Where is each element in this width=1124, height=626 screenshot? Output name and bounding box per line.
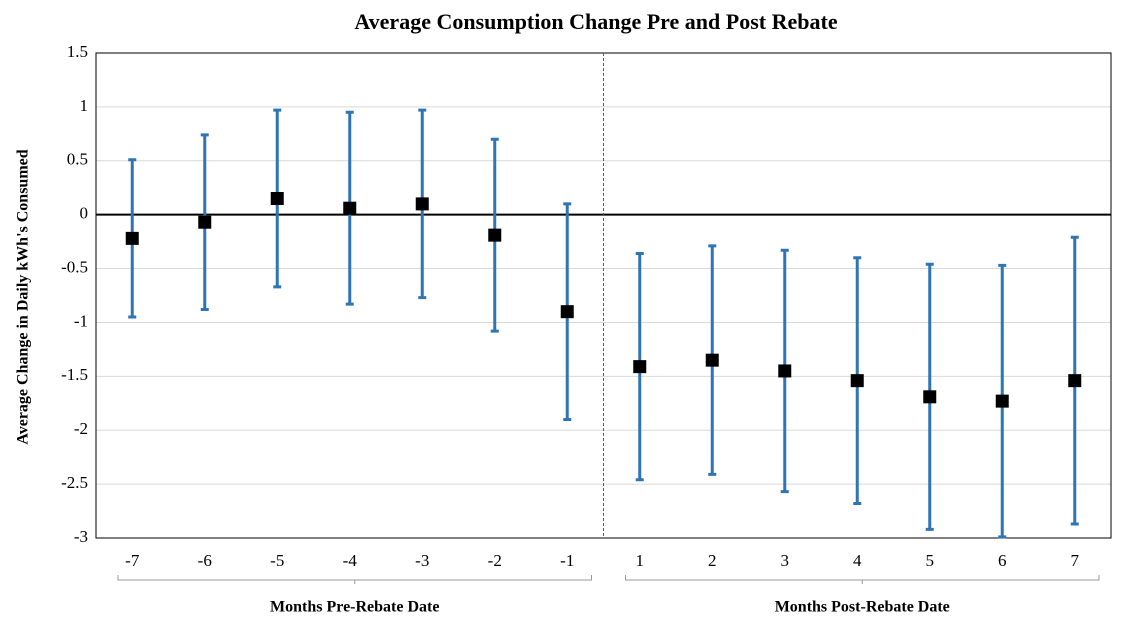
marker xyxy=(560,305,574,319)
marker xyxy=(923,390,937,404)
group-label: Months Pre-Rebate Date xyxy=(270,599,439,616)
marker xyxy=(1068,374,1082,388)
group-bracket xyxy=(117,575,592,584)
marker xyxy=(343,201,357,215)
x-tick-label: -7 xyxy=(125,551,140,570)
group-label: Months Post-Rebate Date xyxy=(775,599,950,616)
x-tick-label: -6 xyxy=(198,551,212,570)
x-tick-label: 3 xyxy=(781,551,790,570)
marker xyxy=(995,394,1009,408)
chart-title: Average Consumption Change Pre and Post … xyxy=(354,9,837,34)
x-tick-label: -4 xyxy=(343,551,358,570)
x-tick-label: 2 xyxy=(708,551,717,570)
x-tick-label: -5 xyxy=(270,551,284,570)
x-tick-label: -2 xyxy=(488,551,502,570)
y-axis-title: Average Change in Daily kWh's Consumed xyxy=(15,149,32,444)
marker xyxy=(125,231,139,245)
group-bracket xyxy=(625,575,1100,584)
marker xyxy=(270,192,284,205)
y-tick-label: 0.5 xyxy=(67,150,88,169)
y-tick-label: -2.5 xyxy=(61,473,88,492)
marker xyxy=(488,228,502,242)
y-tick-label: -2 xyxy=(74,419,88,438)
x-tick-label: 6 xyxy=(998,551,1007,570)
marker xyxy=(633,360,647,374)
y-tick-label: -0.5 xyxy=(61,257,88,276)
marker xyxy=(778,364,792,378)
marker xyxy=(705,353,719,367)
x-tick-label: 5 xyxy=(926,551,935,570)
x-tick-label: -3 xyxy=(415,551,429,570)
marker xyxy=(850,374,864,388)
y-tick-label: -3 xyxy=(74,527,88,546)
x-tick-label: 7 xyxy=(1071,551,1080,570)
y-tick-label: -1 xyxy=(74,311,88,330)
y-tick-label: 1 xyxy=(80,96,89,115)
x-tick-label: -1 xyxy=(560,551,574,570)
marker xyxy=(415,197,429,211)
x-tick-label: 1 xyxy=(636,551,645,570)
marker xyxy=(198,215,212,229)
y-tick-label: 1.5 xyxy=(67,42,88,61)
y-tick-label: 0 xyxy=(80,204,89,223)
x-tick-label: 4 xyxy=(853,551,862,570)
y-tick-label: -1.5 xyxy=(61,365,88,384)
